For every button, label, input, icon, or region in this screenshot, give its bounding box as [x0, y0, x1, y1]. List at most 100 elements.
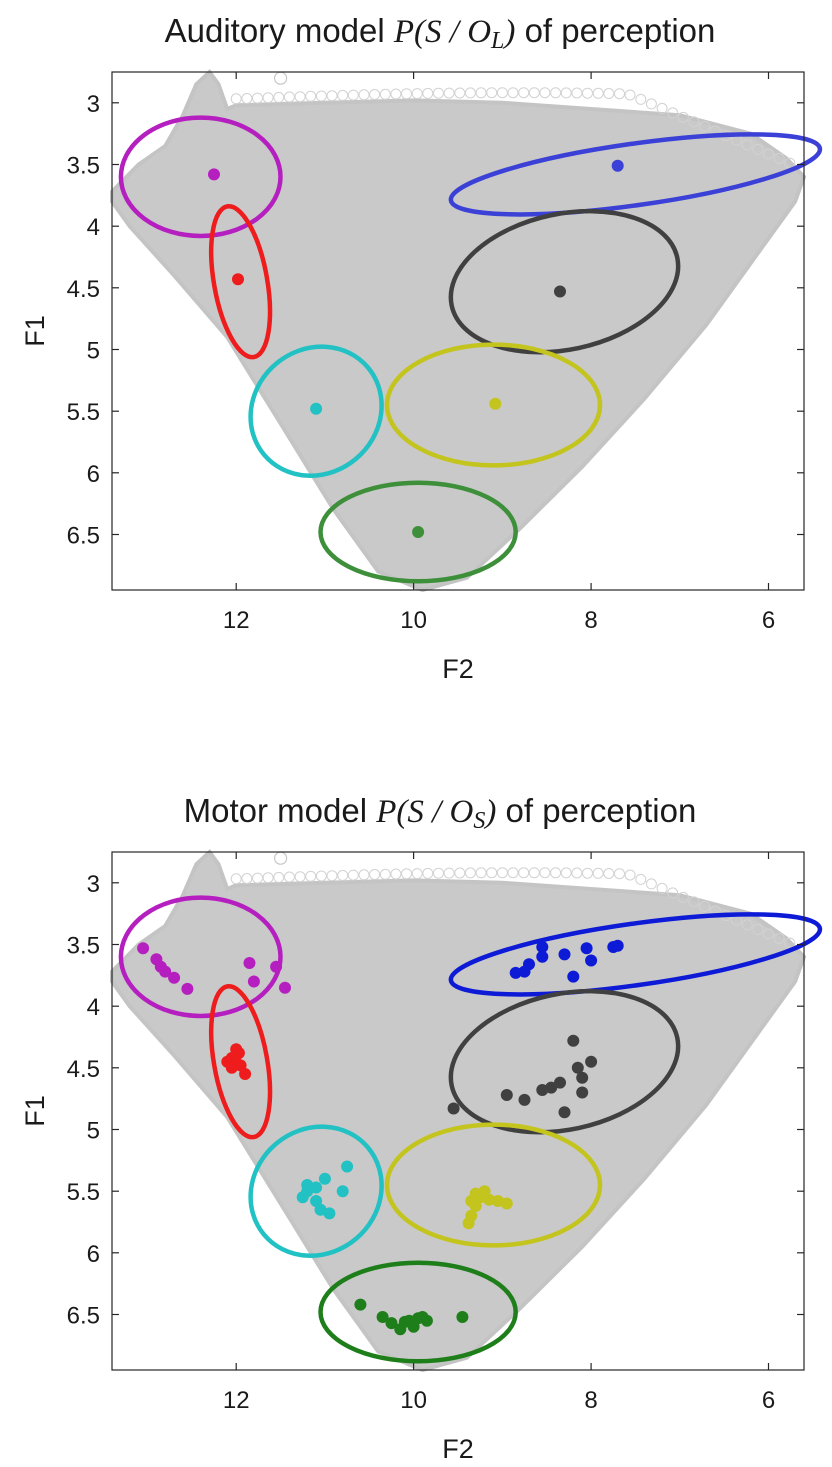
cloud-edge-marker [677, 891, 689, 903]
cloud-edge-marker [518, 867, 530, 879]
cloud-edge-marker [635, 93, 647, 105]
cloud-edge-marker [347, 89, 359, 101]
cloud-edge-marker [358, 89, 370, 101]
cloud-edge-marker [390, 88, 402, 100]
data-points [208, 159, 624, 538]
data-point-3 [536, 950, 549, 963]
data-point-6 [376, 1311, 389, 1323]
category-ellipse-5 [384, 342, 603, 468]
cloud-edge-marker [369, 869, 381, 880]
cloud-edge-marker [433, 87, 444, 99]
y-axis-label: F1 [20, 315, 50, 347]
cloud-edge-marker [603, 868, 615, 879]
cloud-edge-marker [294, 871, 306, 883]
data-point-6 [407, 1320, 420, 1333]
data-point-4 [518, 1093, 531, 1106]
cloud-edge-marker [326, 90, 338, 102]
data-point-5 [469, 1200, 482, 1212]
data-point-2 [318, 1172, 331, 1185]
vowel-space-area [110, 69, 807, 593]
cloud-edge-marker [539, 87, 551, 99]
cloud-edge-marker [688, 896, 700, 908]
cloud-edge-marker [390, 868, 402, 880]
cloud-edge-marker [741, 139, 753, 151]
cloud-edge-marker [582, 867, 593, 879]
cloud-edge-marker [230, 873, 242, 885]
cloud-edge-marker [550, 87, 562, 99]
cloud-edge-marker [507, 87, 519, 99]
y-tick-label: 6.5 [67, 1303, 100, 1330]
plot-frame [111, 851, 805, 1371]
cloud-edge-marker [401, 868, 412, 880]
data-point-6 [412, 526, 425, 538]
cloud-edge-marker [241, 93, 253, 104]
cloud-edge-marker [560, 867, 572, 879]
x-tick-label: 8 [584, 1387, 597, 1414]
y-tick-label: 3.5 [67, 153, 100, 180]
y-tick-label: 3.5 [67, 933, 100, 960]
y-tick-label: 6 [87, 461, 100, 488]
category-ellipse-3 [448, 912, 823, 997]
cloud-edge-marker [677, 111, 689, 123]
cloud-edge-marker [411, 868, 423, 880]
x-tick-label: 12 [223, 1387, 250, 1414]
data-point-4 [576, 1086, 589, 1099]
cloud-edge-marker [763, 148, 774, 160]
cloud-edge-marker [603, 88, 615, 99]
cloud-edge-marker [773, 153, 785, 164]
data-point-6 [354, 1298, 367, 1311]
cloud-edge-marker [347, 869, 359, 881]
auditory-model-panel: Auditory model P(S / OL) of perception 3… [20, 12, 823, 684]
data-point-0 [159, 965, 172, 978]
cloud-edge-marker [550, 867, 562, 879]
data-point-1 [232, 1047, 245, 1059]
data-point-3 [536, 941, 549, 953]
x-tick-label: 12 [223, 607, 250, 634]
cloud-edge-marker [273, 91, 285, 103]
cloud-edge-marker [241, 873, 253, 884]
cloud-edge-marker [518, 87, 530, 99]
y-tick-label: 5 [87, 338, 100, 365]
category-ellipse-3 [448, 132, 823, 217]
y-axis-label: F1 [20, 1095, 50, 1127]
x-axis-label: F2 [442, 1434, 474, 1464]
x-axis-ticks: 12 10 8 6 [223, 852, 775, 1414]
cloud-edge-marker [539, 867, 551, 879]
cloud-edge-marker [614, 88, 625, 100]
data-point-0 [168, 971, 181, 984]
cloud-edge-marker [571, 87, 583, 99]
cloud-edge-marker [624, 89, 636, 101]
cloud-edge-marker [401, 88, 412, 100]
category-ellipse-0 [118, 115, 283, 239]
cloud-edge-marker [699, 121, 711, 132]
x-tick-label: 6 [762, 1387, 775, 1414]
data-point-4 [567, 1034, 580, 1047]
x-tick-label: 8 [584, 607, 597, 634]
data-point-3 [611, 939, 624, 952]
data-point-0 [247, 975, 260, 988]
cloud-edge-marker [571, 867, 583, 879]
cloud-edge-marker [294, 91, 306, 103]
cloud-edge-marker [667, 107, 679, 119]
y-tick-label: 5.5 [67, 1179, 100, 1206]
cloud-edge-marker [475, 87, 487, 99]
category-ellipse-5 [384, 1122, 603, 1248]
y-tick-label: 5.5 [67, 399, 100, 426]
cloud-edge-marker [433, 867, 444, 879]
cloud-edge-marker [528, 87, 540, 99]
category-ellipse-1 [208, 203, 273, 360]
cloud-edge-marker [283, 871, 295, 883]
category-ellipse-6 [318, 480, 518, 584]
cloud-edge-marker [422, 87, 434, 99]
cloud-edge-marker [379, 868, 391, 880]
cloud-edge-marker [624, 869, 636, 881]
data-point-3 [611, 159, 624, 172]
data-point-3 [518, 965, 531, 978]
cloud-edge-marker [645, 98, 657, 110]
category-ellipses [118, 895, 823, 1364]
data-point-4 [571, 1061, 584, 1074]
cloud-edge-marker [741, 919, 753, 931]
data-point-5 [500, 1197, 513, 1210]
category-ellipse-6 [318, 1260, 518, 1364]
